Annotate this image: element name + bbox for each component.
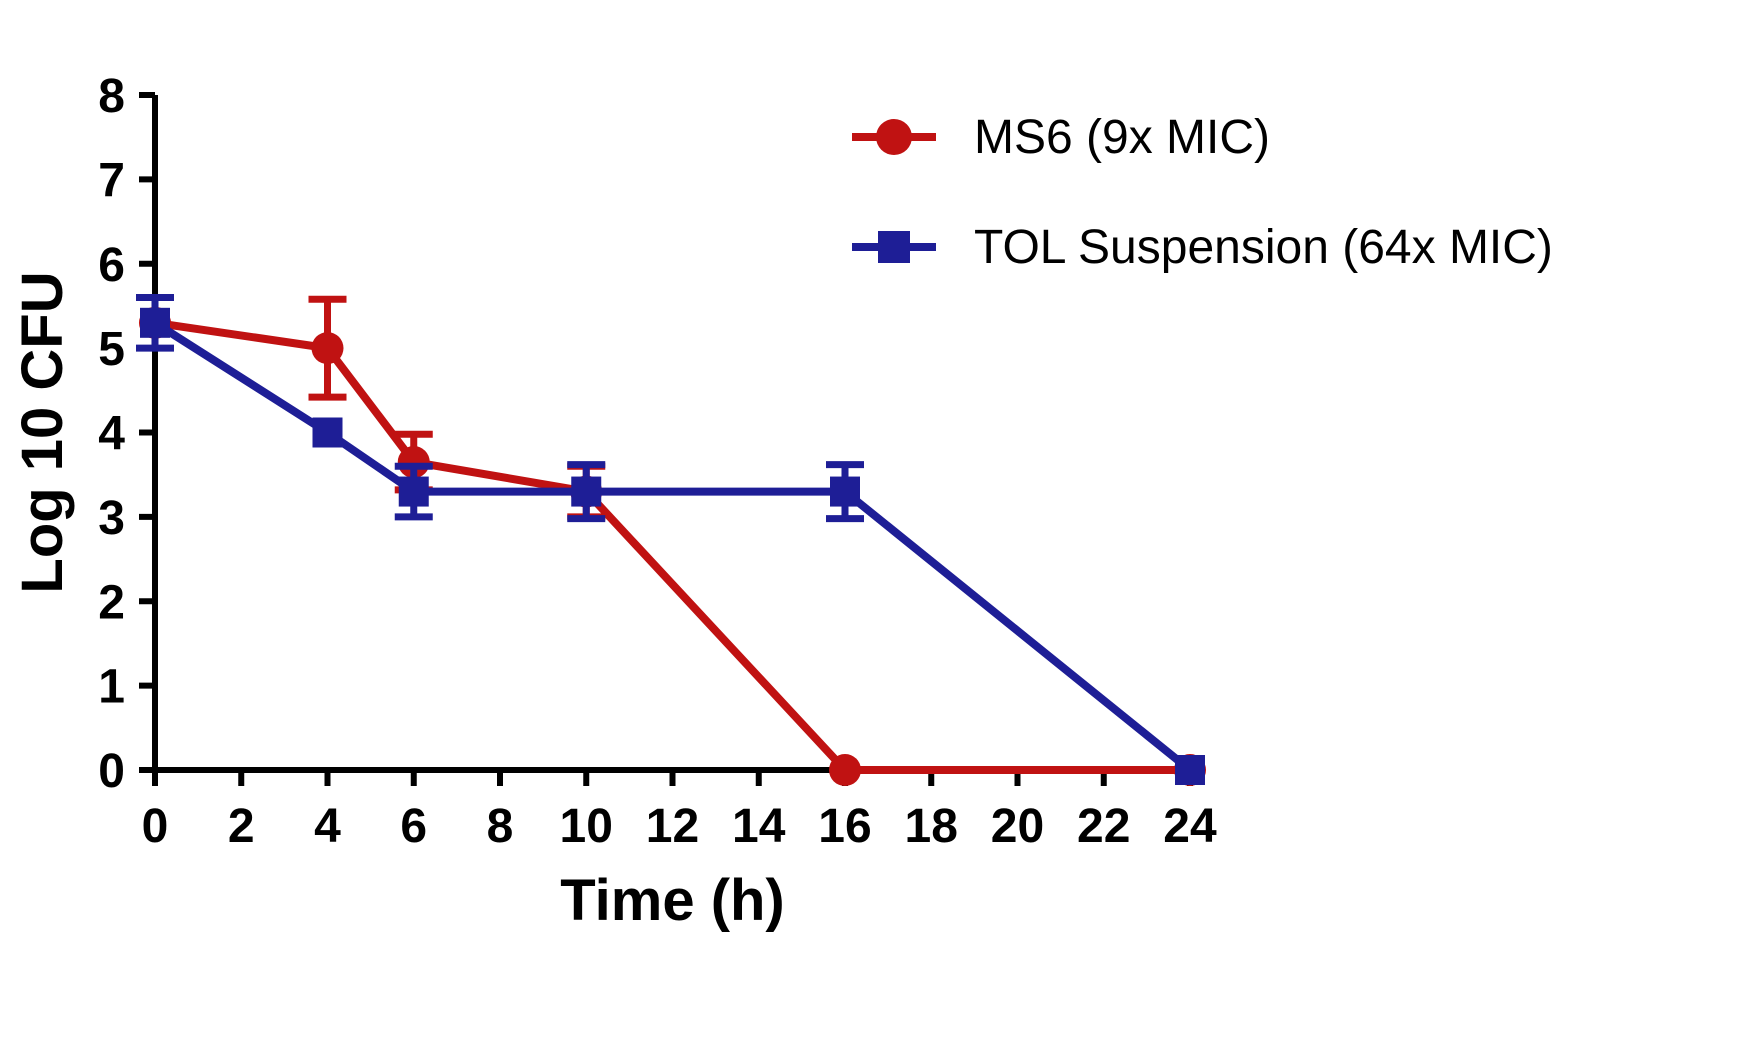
x-axis-title: Time (h) [560,868,785,933]
data-point-square [312,417,343,448]
y-tick-label: 3 [98,492,125,545]
data-point-square [571,476,602,507]
x-tick-label: 22 [1077,800,1130,853]
data-point-square [1175,755,1205,785]
series-line-0 [154,318,1190,774]
x-tick-label: 2 [228,800,255,853]
series-line-1 [152,319,1193,774]
y-tick-label: 5 [98,323,125,376]
x-tick-label: 18 [905,800,958,853]
y-tick-label: 2 [98,576,125,629]
y-tick-label: 6 [98,239,125,292]
data-point-square [140,307,170,338]
data-point-circle [311,332,344,365]
x-tick-label: 20 [991,800,1044,853]
y-tick-label: 7 [98,154,125,207]
x-tick-label: 4 [314,800,341,853]
x-tick-label: 14 [732,800,786,853]
y-axis-title: Log 10 CFU [10,271,75,593]
data-point-square [398,476,429,507]
x-tick-label: 8 [487,800,514,853]
x-tick-label: 10 [560,800,613,853]
data-point-circle [397,446,430,479]
y-tick-label: 0 [98,745,125,798]
x-tick-label: 6 [400,800,427,853]
legend-marker-circle [876,119,912,155]
x-tick-label: 24 [1163,800,1217,853]
x-tick-label: 0 [142,800,169,853]
legend-marker-square [878,231,910,263]
legend-label: TOL Suspension (64x MIC) [974,221,1553,274]
x-tick-label: 16 [818,800,871,853]
x-tick-label: 12 [646,800,699,853]
y-tick-label: 8 [98,70,125,123]
legend-label: MS6 (9x MIC) [974,111,1270,164]
data-point-circle [829,754,861,786]
y-tick-label: 1 [98,661,125,714]
y-tick-label: 4 [98,408,125,461]
data-point-square [830,476,860,507]
